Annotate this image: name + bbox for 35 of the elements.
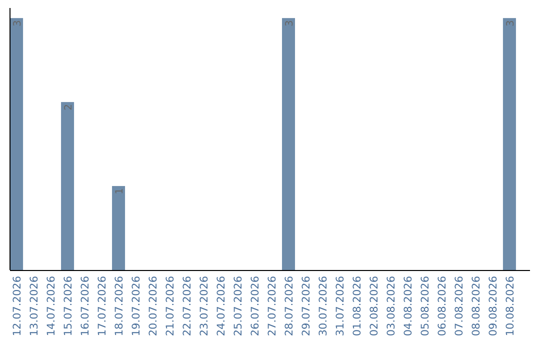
x-tick-label: 14.07.2026 bbox=[46, 276, 58, 336]
x-tick-label: 26.07.2026 bbox=[250, 276, 262, 336]
x-tick-label: 07.08.2026 bbox=[453, 276, 466, 336]
x-tick-label: 03.08.2026 bbox=[385, 276, 398, 336]
data-label: 3 bbox=[12, 20, 24, 26]
x-tick-label: 18.07.2026 bbox=[114, 276, 126, 336]
data-label: 1 bbox=[114, 188, 126, 194]
x-tick-label: 13.07.2026 bbox=[28, 276, 41, 336]
x-tick-label: 09.08.2026 bbox=[487, 276, 500, 336]
x-tick-label: 30.07.2026 bbox=[317, 276, 330, 336]
data-label: 3 bbox=[505, 20, 516, 26]
x-tick-label: 08.08.2026 bbox=[470, 276, 482, 336]
x-tick-label: 17.07.2026 bbox=[96, 276, 109, 336]
x-tick-label: 04.08.2026 bbox=[402, 276, 414, 336]
x-tick-label: 28.07.2026 bbox=[283, 276, 296, 336]
x-tick-label: 10.08.2026 bbox=[504, 276, 516, 336]
x-tick-label: 01.08.2026 bbox=[351, 276, 364, 336]
x-tick-label: 15.07.2026 bbox=[62, 276, 75, 336]
x-tick-label: 27.07.2026 bbox=[266, 276, 278, 336]
x-tick-label: 19.07.2026 bbox=[130, 276, 143, 336]
x-tick-label: 24.07.2026 bbox=[216, 276, 228, 336]
x-tick-label: 25.07.2026 bbox=[232, 276, 245, 336]
x-tick-label: 02.08.2026 bbox=[368, 276, 380, 336]
x-tick-label: 29.07.2026 bbox=[300, 276, 312, 336]
data-label: 3 bbox=[284, 20, 296, 26]
x-tick-label: 23.07.2026 bbox=[198, 276, 211, 336]
x-tick-label: 12.07.2026 bbox=[12, 276, 24, 336]
x-tick-label: 31.07.2026 bbox=[334, 276, 346, 336]
x-tick-label: 06.08.2026 bbox=[436, 276, 448, 336]
x-tick-label: 05.08.2026 bbox=[419, 276, 432, 336]
x-tick-label: 16.07.2026 bbox=[80, 276, 92, 336]
x-tick-label: 22.07.2026 bbox=[182, 276, 194, 336]
data-label: 2 bbox=[64, 104, 75, 110]
x-tick-label: 20.07.2026 bbox=[148, 276, 160, 336]
x-tick-label: 21.07.2026 bbox=[164, 276, 177, 336]
